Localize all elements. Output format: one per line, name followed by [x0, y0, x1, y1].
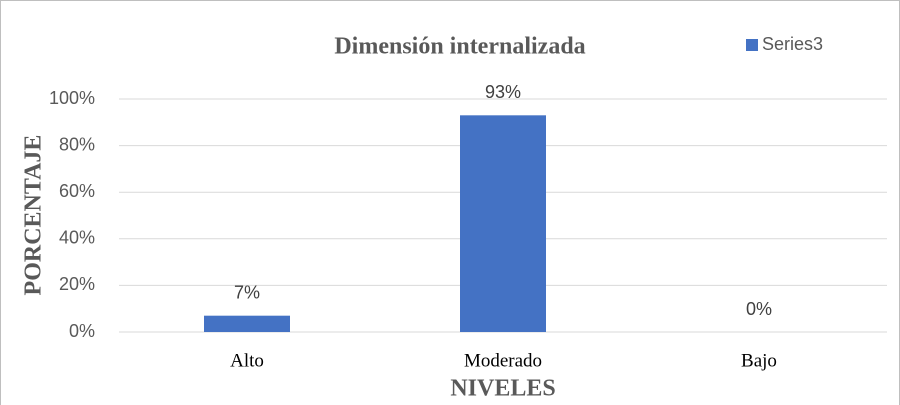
y-tick-label: 40% — [59, 228, 95, 248]
data-label: 0% — [746, 299, 772, 319]
legend-swatch — [746, 39, 758, 51]
bar — [204, 315, 290, 332]
x-axis-title: NIVELES — [450, 376, 555, 402]
y-tick-label: 60% — [59, 181, 95, 201]
data-label: 7% — [234, 282, 260, 302]
y-tick-label: 80% — [59, 134, 95, 154]
x-tick-label: Alto — [230, 350, 264, 371]
legend-label: Series3 — [762, 34, 823, 54]
data-label: 93% — [485, 82, 521, 102]
x-tick-label: Moderado — [464, 350, 542, 371]
y-tick-label: 20% — [59, 274, 95, 294]
y-tick-label: 100% — [49, 88, 95, 108]
chart-title: Dimensión internalizada — [334, 34, 585, 60]
x-tick-label: Bajo — [741, 350, 777, 371]
y-tick-label: 0% — [69, 321, 95, 341]
bar — [460, 115, 546, 332]
y-axis-title: PORCENTAJE — [21, 135, 47, 296]
